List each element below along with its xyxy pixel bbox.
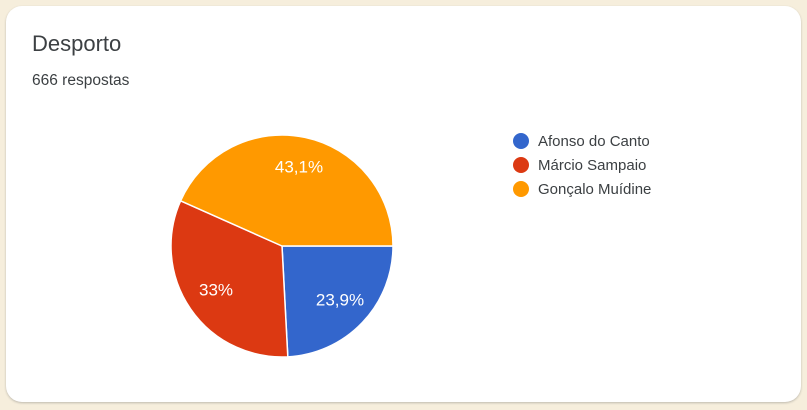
svg-text:33%: 33% <box>199 280 233 299</box>
svg-text:43,1%: 43,1% <box>275 157 323 176</box>
svg-text:23,9%: 23,9% <box>316 290 364 309</box>
